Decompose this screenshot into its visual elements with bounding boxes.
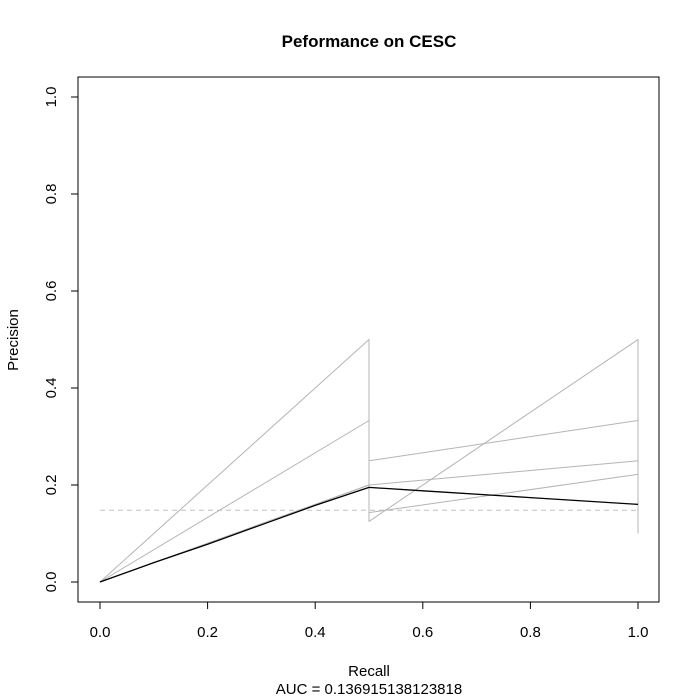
y-tick-label: 0.8	[43, 184, 60, 205]
x-axis-label: Recall	[348, 663, 390, 680]
y-tick-label: 0.4	[43, 378, 60, 399]
pr-curve-4	[99, 473, 639, 583]
x-tick-label: 0.8	[520, 624, 541, 641]
chart-title: Peformance on CESC	[282, 32, 457, 51]
mean-precision-line	[99, 486, 639, 583]
y-tick-label: 1.0	[43, 87, 60, 108]
y-tick-label: 0.6	[43, 281, 60, 302]
pr-curve-1	[99, 339, 639, 583]
x-tick-label: 0.2	[197, 624, 218, 641]
x-tick-label: 0.6	[412, 624, 433, 641]
series-layer	[99, 339, 639, 583]
x-axis: 0.0 0.2 0.4 0.6 0.8 1.0	[90, 601, 649, 641]
x-tick-label: 0.4	[305, 624, 326, 641]
x-tick-label: 1.0	[628, 624, 649, 641]
y-tick-label: 0.2	[43, 475, 60, 496]
pr-curve-2	[99, 420, 639, 583]
auc-subtitle: AUC = 0.136915138123818	[276, 681, 462, 698]
y-axis: 0.0 0.2 0.4 0.6 0.8 1.0	[43, 87, 79, 593]
y-tick-label: 0.0	[43, 572, 60, 593]
y-axis-label: Precision	[5, 309, 22, 371]
x-tick-label: 0.0	[90, 624, 111, 641]
